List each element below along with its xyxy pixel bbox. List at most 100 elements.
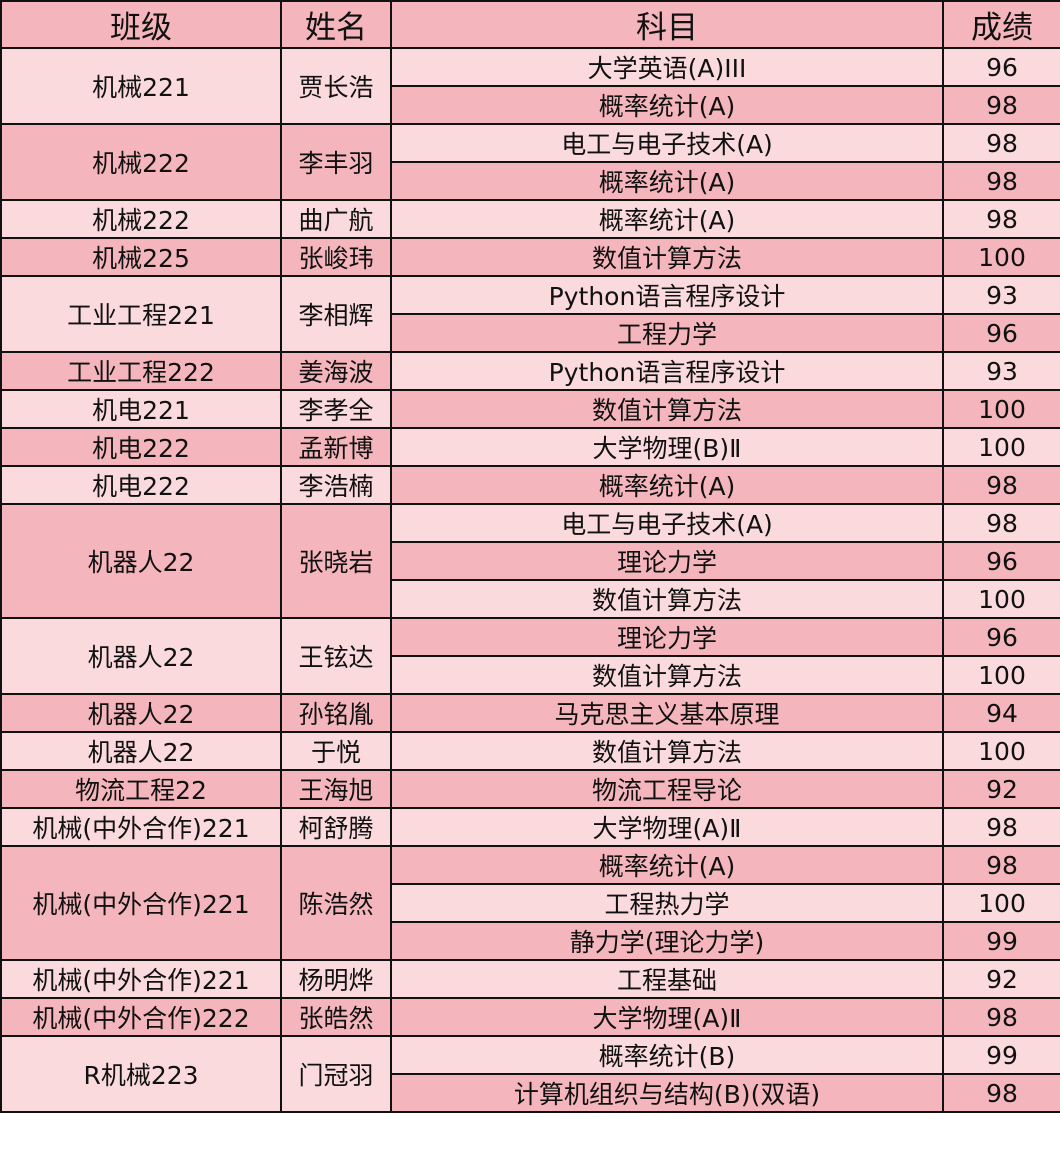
header-class: 班级 [0,0,282,49]
table-row: 数值计算方法 100 [1,579,1060,619]
table-row: 机械222 李丰羽 电工与电子技术(A) 98 [0,123,1060,201]
name-cell: 曲广航 [280,199,392,239]
score-cell: 99 [942,921,1060,961]
table-row: 工程力学 96 [1,313,1060,353]
table-row: 工业工程221 李相辉 Python语言程序设计 93 [0,275,1060,353]
score-cell: 92 [942,959,1060,999]
table-row: 计算机组织与结构(B)(双语) 98 [1,1073,1060,1113]
name-cell: 陈浩然 [280,845,392,961]
score-cell: 98 [942,503,1060,543]
name-cell: 张皓然 [280,997,392,1037]
table-row: 机器人22 王铉达 理论力学 96 [0,617,1060,695]
subject-cell: 数值计算方法 [390,579,944,619]
table-row: 机械(中外合作)221 柯舒腾 大学物理(A)Ⅱ 98 [0,807,1060,847]
subject-cell: 理论力学 [390,541,944,581]
table-row: 静力学(理论力学) 99 [1,921,1060,961]
class-cell: 机电221 [0,389,282,429]
table-row: 机械221 贾长浩 大学英语(A)III 96 [0,47,1060,125]
score-cell: 100 [942,731,1060,771]
class-cell: 工业工程221 [0,275,282,353]
subject-cell: Python语言程序设计 [390,351,944,391]
subject-cell: 数值计算方法 [390,655,944,695]
name-cell: 李孝全 [280,389,392,429]
class-cell: 机器人22 [0,731,282,771]
subject-cell: 数值计算方法 [390,389,944,429]
score-cell: 98 [942,997,1060,1037]
class-cell: 工业工程222 [0,351,282,391]
subject-cell: 大学物理(B)Ⅱ [390,427,944,467]
subject-cell: 电工与电子技术(A) [390,503,944,543]
table-row: 机电222 孟新博 大学物理(B)Ⅱ 100 [0,427,1060,467]
score-cell: 99 [942,1035,1060,1075]
name-cell: 门冠羽 [280,1035,392,1113]
name-cell: 于悦 [280,731,392,771]
subject-cell: 概率统计(A) [390,465,944,505]
score-cell: 100 [942,883,1060,923]
name-cell: 姜海波 [280,351,392,391]
class-cell: 机械221 [0,47,282,125]
table-row: 机械(中外合作)221 陈浩然 概率统计(A) 98 [0,845,1060,961]
table-row: 机器人22 于悦 数值计算方法 100 [0,731,1060,771]
subject-cell: 概率统计(A) [390,845,944,885]
score-cell: 93 [942,275,1060,315]
header-subject: 科目 [390,0,944,49]
subject-cell: 概率统计(A) [390,85,944,125]
table-row: 机械(中外合作)222 张皓然 大学物理(A)Ⅱ 98 [0,997,1060,1037]
name-cell: 孟新博 [280,427,392,467]
subject-cell: 静力学(理论力学) [390,921,944,961]
subject-cell: 概率统计(B) [390,1035,944,1075]
subject-cell: 计算机组织与结构(B)(双语) [390,1073,944,1113]
subject-cell: 工程热力学 [390,883,944,923]
score-cell: 93 [942,351,1060,391]
subject-cell: 电工与电子技术(A) [390,123,944,163]
score-cell: 98 [942,123,1060,163]
subject-cell: 大学英语(A)III [390,47,944,87]
class-cell: R机械223 [0,1035,282,1113]
score-cell: 94 [942,693,1060,733]
table-row: 工业工程222 姜海波 Python语言程序设计 93 [0,351,1060,391]
table-row: 机械(中外合作)221 杨明烨 工程基础 92 [0,959,1060,999]
subject-cell: 马克思主义基本原理 [390,693,944,733]
score-cell: 96 [942,47,1060,87]
class-cell: 机械(中外合作)222 [0,997,282,1037]
class-cell: 机械(中外合作)221 [0,845,282,961]
subject-cell: 物流工程导论 [390,769,944,809]
class-cell: 机器人22 [0,503,282,619]
name-cell: 杨明烨 [280,959,392,999]
score-cell: 100 [942,389,1060,429]
score-cell: 92 [942,769,1060,809]
score-cell: 98 [942,199,1060,239]
score-cell: 100 [942,579,1060,619]
class-cell: 机电222 [0,427,282,467]
score-cell: 98 [942,845,1060,885]
table-row: 概率统计(A) 98 [1,85,1060,125]
table-row: 机械225 张峻玮 数值计算方法 100 [0,237,1060,277]
subject-cell: Python语言程序设计 [390,275,944,315]
name-cell: 柯舒腾 [280,807,392,847]
score-cell: 98 [942,807,1060,847]
subject-cell: 概率统计(A) [390,199,944,239]
name-cell: 贾长浩 [280,47,392,125]
score-table: 班级 姓名 科目 成绩 机械221 贾长浩 大学英语(A)III 96 概率统计(A) 9… [0,0,1060,1113]
class-cell: 机械222 [0,199,282,239]
score-cell: 100 [942,655,1060,695]
class-cell: 机械222 [0,123,282,201]
table-row: R机械223 门冠羽 概率统计(B) 99 [0,1035,1060,1113]
class-cell: 机械225 [0,237,282,277]
table-row: 机器人22 孙铭胤 马克思主义基本原理 94 [0,693,1060,733]
score-cell: 100 [942,427,1060,467]
name-cell: 张晓岩 [280,503,392,619]
table-body: 机械221 贾长浩 大学英语(A)III 96 概率统计(A) 98 机械222 李丰羽 电工与… [0,47,1060,1113]
score-cell: 96 [942,617,1060,657]
header-name: 姓名 [280,0,392,49]
subject-cell: 工程基础 [390,959,944,999]
subject-cell: 工程力学 [390,313,944,353]
class-cell: 机器人22 [0,693,282,733]
subject-cell: 理论力学 [390,617,944,657]
class-cell: 物流工程22 [0,769,282,809]
table-row: 机械222 曲广航 概率统计(A) 98 [0,199,1060,239]
name-cell: 李浩楠 [280,465,392,505]
subject-cell: 数值计算方法 [390,731,944,771]
table-row: 机电222 李浩楠 概率统计(A) 98 [0,465,1060,505]
score-cell: 96 [942,541,1060,581]
